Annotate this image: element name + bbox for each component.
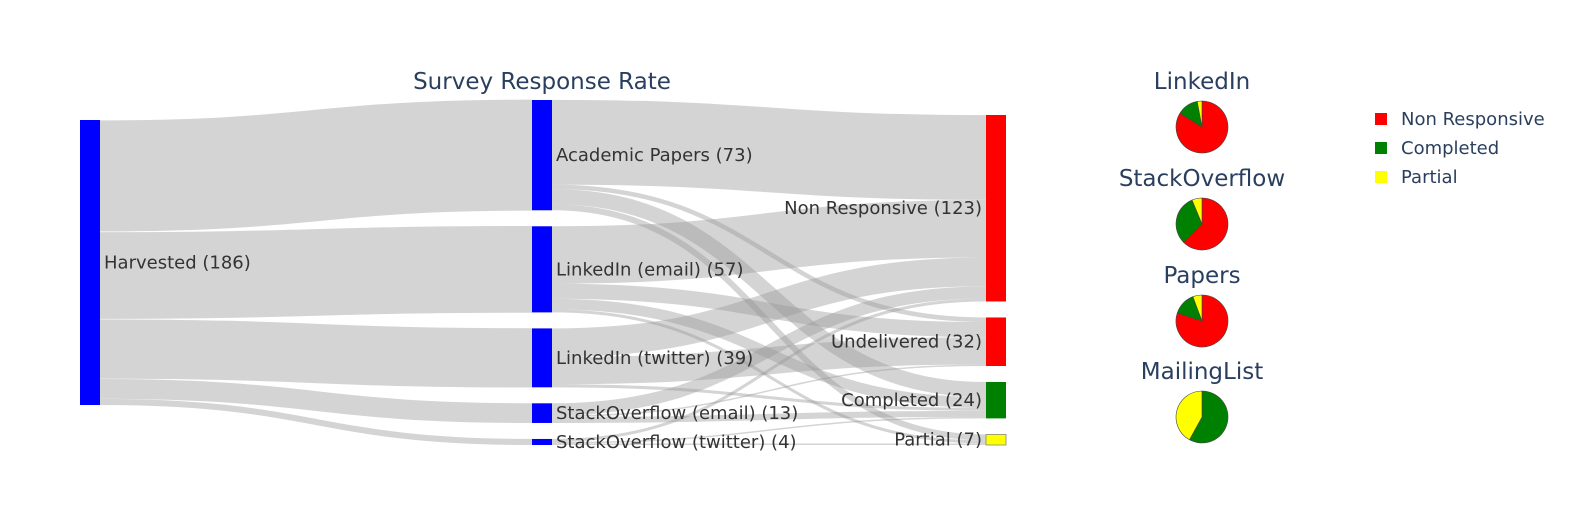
sankey-link-li_twitter-nonresp xyxy=(551,257,987,358)
sankey-link-so_email-nonresp xyxy=(551,286,987,416)
sankey-link-harvested-so_email xyxy=(99,379,533,424)
sankey-labels: Harvested (186) Academic Papers (73) Linke… xyxy=(104,145,982,453)
sankey-link-li_twitter-completed xyxy=(551,384,987,411)
legend-item-completed[interactable]: Completed xyxy=(1375,138,1499,159)
legend-label: Non Responsive xyxy=(1401,109,1545,130)
sankey-nodes xyxy=(80,100,1007,446)
sankey-node-label-partial: Partial (7) xyxy=(894,430,982,451)
pie-title-linkedin: LinkedIn xyxy=(1154,69,1250,95)
sankey-node-academic[interactable] xyxy=(532,100,552,211)
pie-slice-linkedin-partial[interactable] xyxy=(1196,100,1203,128)
sankey-links xyxy=(99,99,987,446)
sankey-node-undelivered[interactable] xyxy=(986,317,1006,366)
pie-title-mailinglist: MailingList xyxy=(1141,359,1264,385)
pie-mailinglist: MailingList xyxy=(1141,359,1264,444)
sankey-node-label-li_twitter: LinkedIn (twitter) (39) xyxy=(556,348,753,369)
legend-item-non-responsive[interactable]: Non Responsive xyxy=(1375,109,1545,130)
sankey-node-label-nonresp: Non Responsive (123) xyxy=(784,198,982,219)
sankey-link-so_twitter-completed xyxy=(551,416,987,444)
sankey-node-nonresp[interactable] xyxy=(986,115,1006,302)
pie-slice-mailinglist-partial[interactable] xyxy=(1175,390,1203,441)
sankey-link-li_email-undelivered xyxy=(551,283,987,338)
sankey-node-label-academic: Academic Papers (73) xyxy=(556,145,753,166)
sankey-node-li_twitter[interactable] xyxy=(532,328,552,388)
sankey-link-so_email-undelivered xyxy=(551,364,987,417)
legend-swatch xyxy=(1375,113,1387,125)
pie-slice-stackoverflow-completed[interactable] xyxy=(1175,199,1203,243)
pie-slice-papers-partial[interactable] xyxy=(1192,294,1203,322)
legend-item-partial[interactable]: Partial xyxy=(1375,167,1458,188)
sankey-link-so_email-completed xyxy=(551,410,987,423)
legend: Non Responsive Completed Partial xyxy=(1375,109,1545,188)
pie-slice-mailinglist-completed[interactable] xyxy=(1189,390,1229,444)
sankey-node-completed[interactable] xyxy=(986,382,1006,419)
sankey-node-label-li_email: LinkedIn (email) (57) xyxy=(556,259,744,280)
pie-title-papers: Papers xyxy=(1163,263,1240,289)
legend-label: Completed xyxy=(1401,138,1499,159)
sankey-node-so_twitter[interactable] xyxy=(532,438,552,445)
pie-papers: Papers xyxy=(1163,263,1241,348)
pie-slice-stackoverflow-partial[interactable] xyxy=(1191,197,1203,225)
sankey-link-harvested-li_email xyxy=(99,225,533,319)
sankey-link-academic-nonresp xyxy=(551,99,987,200)
sankey-chart: Survey Response Rate Harvested (186) Acad… xyxy=(80,69,1007,453)
sankey-node-label-undelivered: Undelivered (32) xyxy=(831,332,982,353)
legend-label: Partial xyxy=(1401,167,1458,188)
sankey-node-li_email[interactable] xyxy=(532,226,552,313)
sankey-link-academic-undelivered xyxy=(551,184,987,323)
sankey-node-label-so_email: StackOverflow (email) (13) xyxy=(556,403,798,424)
sankey-node-harvested[interactable] xyxy=(80,120,100,405)
sankey-node-label-harvested: Harvested (186) xyxy=(104,253,251,274)
sankey-link-li_email-nonresp xyxy=(551,199,987,284)
sankey-link-li_twitter-undelivered xyxy=(551,337,987,385)
sankey-link-so_twitter-nonresp xyxy=(551,298,987,442)
sankey-title: Survey Response Rate xyxy=(413,69,671,95)
sankey-link-harvested-so_twitter xyxy=(99,398,533,446)
sankey-link-harvested-academic xyxy=(99,99,533,232)
sankey-link-li_email-partial xyxy=(551,309,987,444)
sankey-node-label-completed: Completed (24) xyxy=(841,390,982,411)
pie-slice-papers-non-responsive[interactable] xyxy=(1175,294,1229,348)
pie-linkedin: LinkedIn xyxy=(1154,69,1250,154)
sankey-node-partial[interactable] xyxy=(985,433,1007,446)
pie-title-stackoverflow: StackOverflow xyxy=(1119,166,1285,192)
sankey-link-academic-completed xyxy=(551,189,987,398)
sankey-link-li_email-completed xyxy=(551,298,987,408)
sankey-link-academic-partial xyxy=(551,204,987,441)
pie-stackoverflow: StackOverflow xyxy=(1119,166,1285,251)
pie-charts: LinkedIn StackOverflow Papers MailingList xyxy=(1119,69,1285,444)
sankey-node-label-so_twitter: StackOverflow (twitter) (4) xyxy=(556,432,797,453)
legend-swatch xyxy=(1375,171,1387,183)
sankey-node-so_email[interactable] xyxy=(532,403,552,423)
sankey-link-harvested-li_twitter xyxy=(99,319,533,388)
legend-swatch xyxy=(1375,142,1387,154)
pie-slice-stackoverflow-non-responsive[interactable] xyxy=(1183,197,1229,251)
